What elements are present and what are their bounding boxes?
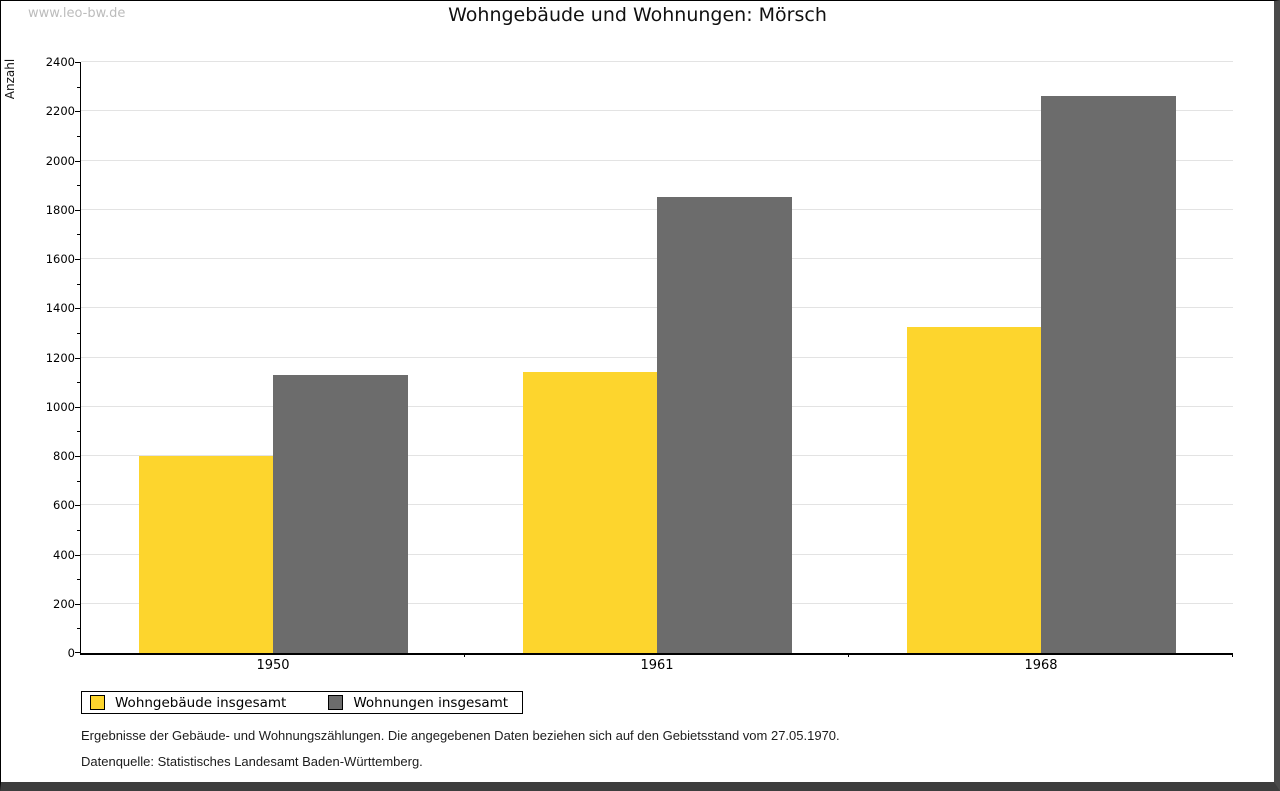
- legend-label-wohnungen: Wohnungen insgesamt: [353, 694, 509, 711]
- y-tick-major: [75, 308, 80, 310]
- plot-area: 0 200 400 600 800 1000 1200 1400 1600 1800 2000 220…: [46, 55, 1233, 673]
- y-tick-label: 2200: [45, 104, 75, 119]
- y-tick-label: 0: [67, 646, 75, 660]
- bar-1950-series1: [138, 456, 273, 653]
- y-gridline: [81, 61, 1233, 62]
- bar-1961-series1: [522, 372, 657, 653]
- x-category-label: 1950: [256, 658, 290, 673]
- legend-entry: Wohnungen insgesamt: [328, 695, 508, 711]
- y-tick-major: [75, 603, 80, 605]
- y-tick-major: [75, 111, 80, 113]
- y-tick-major: [75, 505, 80, 507]
- x-category-label: 1961: [640, 658, 674, 673]
- legend-swatch-wohnungen: [328, 695, 344, 710]
- y-tick-label: 2000: [45, 153, 75, 168]
- y-tick-label: 600: [53, 498, 75, 513]
- legend-label-wohngebaeude: Wohngebäude insgesamt: [115, 694, 287, 711]
- y-tick-minor: [77, 135, 80, 137]
- y-tick-minor: [77, 86, 80, 88]
- y-tick-major: [75, 209, 80, 211]
- y-tick-label: 1800: [45, 202, 75, 217]
- legend: Wohngebäude insgesamt Wohnungen insgesam…: [81, 691, 524, 714]
- y-tick-minor: [77, 185, 80, 187]
- y-tick-minor: [77, 234, 80, 236]
- y-tick-minor: [77, 628, 80, 630]
- x-category-label: 1968: [1024, 658, 1058, 673]
- y-tick-minor: [77, 283, 80, 285]
- bar-1950-series2: [273, 374, 408, 653]
- y-tick-label: 400: [53, 547, 75, 562]
- y-gridline: [81, 110, 1233, 112]
- legend-entry: Wohngebäude insgesamt: [90, 695, 286, 711]
- y-tick-minor: [77, 529, 80, 531]
- footnote-text: Ergebnisse der Gebäude- und Wohnungszähl…: [81, 728, 840, 743]
- y-tick-label: 1600: [45, 252, 75, 266]
- bar-1968-series1: [906, 326, 1041, 653]
- y-tick-minor: [77, 382, 80, 384]
- y-tick-minor: [77, 431, 80, 433]
- x-axis-tick: [848, 653, 849, 657]
- y-gridline: [81, 159, 1233, 161]
- y-tick-label: 1200: [45, 350, 75, 365]
- y-tick-major: [75, 357, 80, 359]
- x-axis-tick: [1232, 653, 1233, 657]
- bar-1961-series2: [657, 197, 792, 653]
- y-tick-minor: [77, 480, 80, 482]
- y-tick-major: [75, 406, 80, 408]
- bar-1968-series2: [1041, 96, 1176, 653]
- y-tick-major: [75, 456, 80, 457]
- y-tick-label: 1000: [45, 399, 75, 414]
- y-tick-minor: [77, 332, 80, 334]
- y-tick-major: [75, 160, 80, 162]
- legend-swatch-wohngebaeude: [90, 695, 105, 710]
- chart-title: Wohngebäude und Wohnungen: Mörsch: [448, 4, 827, 26]
- y-tick-label: 1400: [45, 301, 75, 316]
- y-tick-major: [75, 259, 80, 260]
- watermark: www.leo-bw.de: [28, 6, 126, 21]
- y-tick-major: [75, 62, 80, 63]
- y-tick-label: 2400: [45, 55, 75, 69]
- y-tick-label: 200: [53, 596, 75, 611]
- x-axis-tick: [464, 653, 465, 657]
- datasource-text: Datenquelle: Statistisches Landesamt Bad…: [81, 754, 423, 769]
- y-tick-major: [75, 652, 80, 653]
- y-tick-label: 800: [53, 449, 75, 463]
- y-tick-major: [75, 554, 80, 556]
- y-tick-minor: [77, 579, 80, 581]
